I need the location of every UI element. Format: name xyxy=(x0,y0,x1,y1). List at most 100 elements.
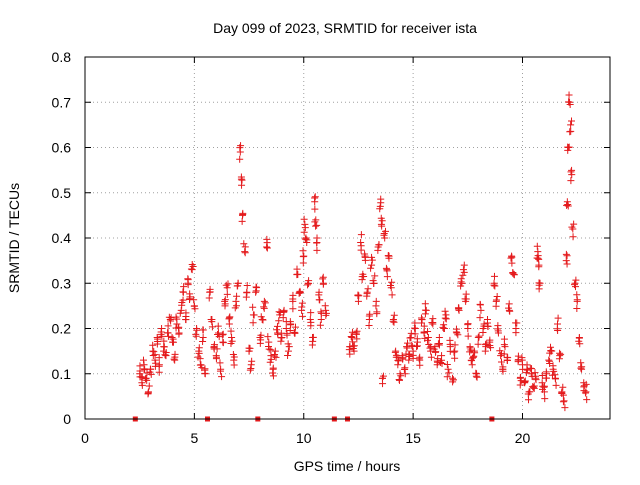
data-point xyxy=(552,381,560,389)
data-point xyxy=(569,225,577,233)
data-point xyxy=(205,294,213,302)
data-point xyxy=(471,349,479,357)
data-point xyxy=(284,347,292,355)
data-point xyxy=(559,391,567,399)
data-point xyxy=(312,222,320,230)
data-point xyxy=(228,337,236,345)
data-point xyxy=(550,367,558,375)
data-point xyxy=(313,234,321,242)
data-point xyxy=(171,353,179,361)
data-point xyxy=(434,355,442,363)
data-point xyxy=(522,369,530,377)
data-point xyxy=(388,278,396,286)
data-point xyxy=(493,293,501,301)
data-point xyxy=(415,355,423,363)
data-point xyxy=(521,377,529,385)
data-point xyxy=(389,317,397,325)
data-point xyxy=(296,287,304,295)
data-point xyxy=(250,311,258,319)
data-point xyxy=(562,250,570,258)
data-point xyxy=(231,304,239,312)
data-point xyxy=(267,346,275,354)
y-tick-label: 0.7 xyxy=(52,94,72,110)
data-point xyxy=(451,347,459,355)
data-point xyxy=(371,272,379,280)
data-point xyxy=(361,253,369,261)
data-point xyxy=(449,378,457,386)
data-point xyxy=(423,336,431,344)
data-point xyxy=(568,223,576,231)
data-point xyxy=(155,368,163,376)
data-point xyxy=(563,201,571,209)
data-point xyxy=(282,325,290,332)
data-point xyxy=(241,243,249,251)
data-point xyxy=(219,339,227,347)
data-point xyxy=(484,322,492,330)
data-point xyxy=(434,340,442,348)
data-point xyxy=(569,233,577,241)
data-point xyxy=(315,291,323,299)
data-point xyxy=(155,354,163,362)
data-point xyxy=(401,366,409,374)
y-tick-label: 0.5 xyxy=(52,185,72,201)
data-point xyxy=(568,117,576,125)
data-point xyxy=(523,361,531,369)
data-point xyxy=(499,365,507,373)
data-point xyxy=(512,329,520,337)
data-point xyxy=(479,328,487,336)
data-point xyxy=(470,352,478,360)
data-point xyxy=(459,271,467,279)
data-point xyxy=(199,326,207,334)
data-point xyxy=(549,362,557,370)
data-point xyxy=(293,265,301,273)
data-point xyxy=(319,275,327,283)
data-point xyxy=(378,374,386,382)
data-point xyxy=(442,315,450,323)
data-point xyxy=(505,304,513,312)
data-point xyxy=(233,292,241,300)
data-point xyxy=(441,307,449,315)
data-point xyxy=(298,299,306,307)
data-point xyxy=(224,280,232,288)
data-point xyxy=(510,270,518,278)
data-point xyxy=(474,340,482,348)
data-point xyxy=(239,211,247,219)
data-point xyxy=(551,371,559,379)
x-tick-label: 10 xyxy=(296,430,312,446)
data-point xyxy=(428,319,436,327)
data-point xyxy=(241,249,249,257)
data-point xyxy=(216,367,224,375)
data-point xyxy=(563,252,571,260)
data-point xyxy=(583,396,591,404)
x-tick-label: 0 xyxy=(81,430,89,446)
data-point xyxy=(554,314,562,322)
data-point xyxy=(348,334,356,342)
data-point xyxy=(168,333,176,341)
data-point xyxy=(376,205,384,213)
data-point xyxy=(526,388,534,396)
data-point xyxy=(273,322,281,330)
data-point xyxy=(378,222,386,230)
data-point xyxy=(365,312,373,320)
data-point xyxy=(300,228,308,236)
data-point xyxy=(175,330,183,338)
data-point xyxy=(298,303,306,311)
data-point xyxy=(562,257,570,265)
data-point xyxy=(541,395,549,403)
data-point xyxy=(383,267,391,275)
data-point xyxy=(380,230,388,238)
data-point xyxy=(301,224,309,232)
data-point xyxy=(395,376,403,384)
data-point xyxy=(443,361,451,369)
x-tick-label: 20 xyxy=(515,430,531,446)
data-point xyxy=(532,372,540,380)
data-point xyxy=(567,168,575,176)
data-point xyxy=(303,236,311,244)
data-point xyxy=(195,349,203,357)
data-point xyxy=(306,315,314,323)
data-point xyxy=(243,289,251,297)
data-point xyxy=(506,307,514,315)
data-point xyxy=(365,321,373,329)
data-point xyxy=(572,276,580,284)
data-point xyxy=(490,272,498,280)
